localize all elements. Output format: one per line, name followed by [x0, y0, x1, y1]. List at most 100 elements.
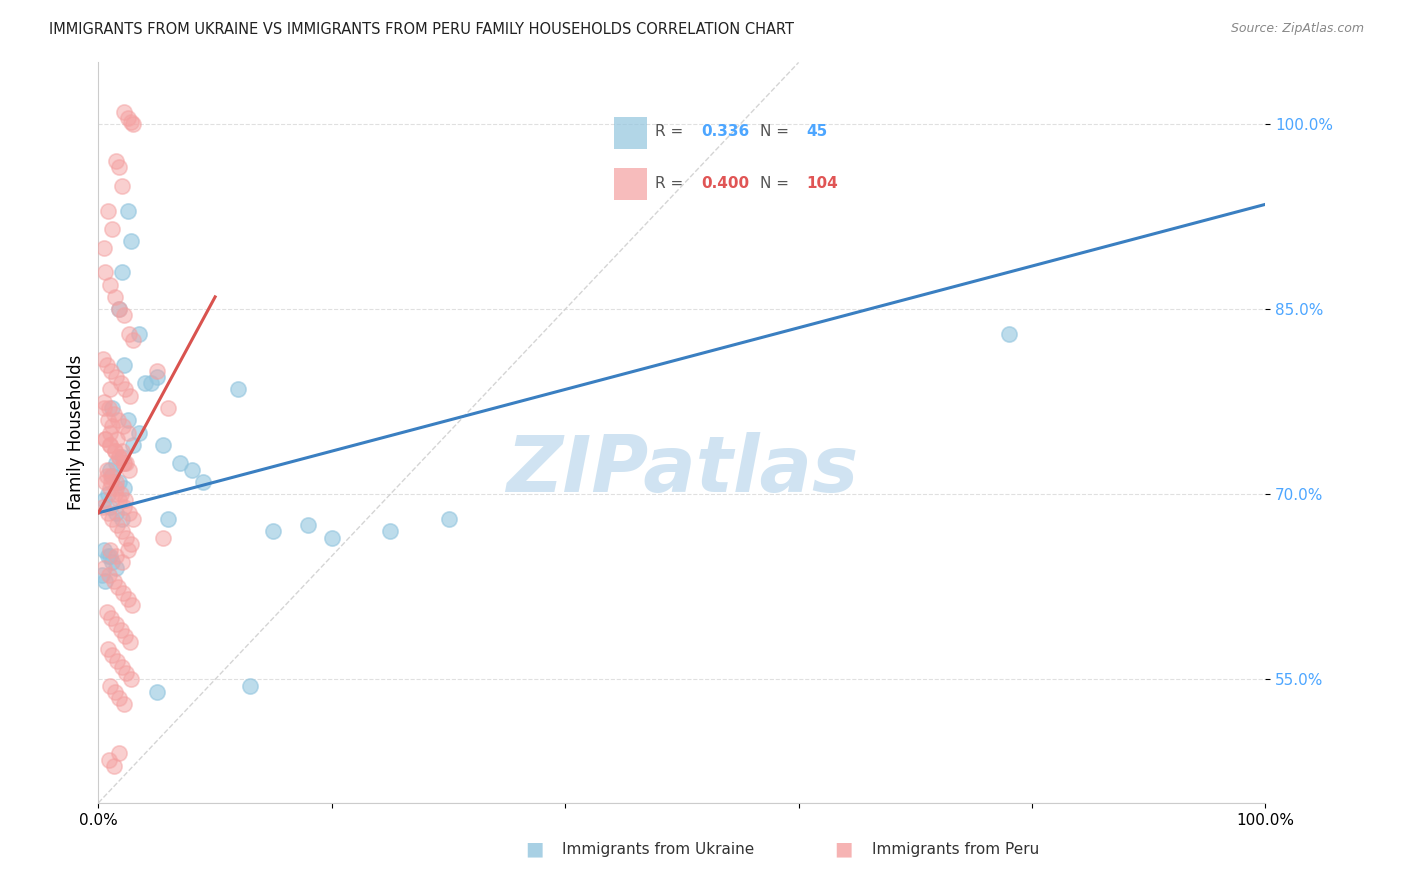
Immigrants from Peru: [112, 697, 135, 711]
Immigrants from Peru: [122, 512, 145, 526]
Immigrants from Peru: [100, 468, 122, 483]
Immigrants from Peru: [91, 500, 114, 514]
Immigrants from Peru: [105, 432, 128, 446]
Immigrants from Ukraine: [997, 326, 1019, 341]
Immigrants from Peru: [105, 518, 128, 533]
Immigrants from Peru: [98, 481, 121, 495]
Immigrants from Peru: [111, 178, 134, 193]
Immigrants from Peru: [93, 240, 115, 255]
Immigrants from Ukraine: [120, 235, 142, 249]
Immigrants from Peru: [122, 333, 145, 347]
Immigrants from Peru: [91, 351, 114, 366]
Immigrants from Ukraine: [169, 457, 191, 471]
Immigrants from Peru: [157, 401, 180, 415]
Immigrants from Peru: [118, 326, 141, 341]
Immigrants from Ukraine: [111, 512, 134, 526]
Immigrants from Peru: [112, 457, 135, 471]
Immigrants from Peru: [152, 531, 174, 545]
Immigrants from Peru: [105, 654, 128, 668]
Immigrants from Peru: [96, 468, 118, 483]
Immigrants from Peru: [94, 265, 117, 279]
Immigrants from Peru: [114, 629, 136, 643]
Immigrants from Peru: [108, 450, 131, 465]
Immigrants from Peru: [96, 462, 118, 476]
Immigrants from Peru: [107, 580, 129, 594]
Immigrants from Peru: [104, 444, 127, 458]
Immigrants from Ukraine: [112, 481, 135, 495]
Immigrants from Peru: [115, 666, 138, 681]
Text: ■: ■: [834, 839, 853, 859]
Immigrants from Peru: [101, 648, 124, 662]
Immigrants from Ukraine: [104, 506, 127, 520]
Immigrants from Peru: [98, 438, 121, 452]
Text: Immigrants from Ukraine: Immigrants from Ukraine: [562, 842, 755, 856]
Immigrants from Peru: [98, 277, 121, 292]
Immigrants from Ukraine: [321, 531, 343, 545]
Immigrants from Peru: [112, 104, 135, 119]
Immigrants from Peru: [101, 419, 124, 434]
Immigrants from Ukraine: [128, 326, 150, 341]
Immigrants from Peru: [111, 524, 134, 539]
Immigrants from Ukraine: [193, 475, 215, 489]
Immigrants from Peru: [108, 493, 131, 508]
Immigrants from Peru: [117, 425, 139, 440]
Immigrants from Peru: [104, 475, 127, 489]
Immigrants from Peru: [93, 394, 115, 409]
Immigrants from Peru: [111, 586, 134, 600]
Text: IMMIGRANTS FROM UKRAINE VS IMMIGRANTS FROM PERU FAMILY HOUSEHOLDS CORRELATION CH: IMMIGRANTS FROM UKRAINE VS IMMIGRANTS FR…: [49, 22, 794, 37]
Immigrants from Peru: [100, 610, 122, 624]
Immigrants from Ukraine: [437, 512, 460, 526]
Immigrants from Ukraine: [90, 567, 112, 582]
Immigrants from Ukraine: [111, 450, 134, 465]
Immigrants from Peru: [120, 114, 142, 128]
Immigrants from Ukraine: [104, 561, 127, 575]
Immigrants from Ukraine: [117, 413, 139, 427]
Immigrants from Ukraine: [111, 265, 134, 279]
Immigrants from Peru: [104, 684, 127, 698]
Immigrants from Peru: [104, 370, 127, 384]
Text: ZIPatlas: ZIPatlas: [506, 432, 858, 508]
Text: Immigrants from Peru: Immigrants from Peru: [872, 842, 1039, 856]
Immigrants from Peru: [115, 531, 138, 545]
Immigrants from Peru: [108, 690, 131, 705]
Immigrants from Peru: [104, 444, 127, 458]
Immigrants from Peru: [97, 567, 120, 582]
Immigrants from Peru: [108, 161, 131, 175]
Immigrants from Peru: [114, 383, 136, 397]
Immigrants from Ukraine: [93, 493, 115, 508]
Immigrants from Peru: [118, 635, 141, 649]
Immigrants from Peru: [98, 542, 121, 557]
Immigrants from Peru: [98, 425, 121, 440]
Immigrants from Peru: [104, 549, 127, 563]
Immigrants from Peru: [108, 302, 131, 317]
Immigrants from Ukraine: [122, 438, 145, 452]
Immigrants from Peru: [114, 493, 136, 508]
Immigrants from Peru: [122, 117, 145, 131]
Immigrants from Peru: [97, 753, 120, 767]
Immigrants from Ukraine: [128, 425, 150, 440]
Immigrants from Peru: [101, 512, 124, 526]
Immigrants from Peru: [115, 457, 138, 471]
Text: ■: ■: [524, 839, 544, 859]
Immigrants from Peru: [97, 641, 120, 656]
Immigrants from Peru: [104, 616, 127, 631]
Immigrants from Peru: [97, 401, 120, 415]
Immigrants from Peru: [110, 487, 132, 501]
Immigrants from Ukraine: [101, 468, 124, 483]
Immigrants from Ukraine: [93, 542, 115, 557]
Immigrants from Peru: [101, 222, 124, 236]
Immigrants from Peru: [112, 500, 135, 514]
Immigrants from Peru: [103, 574, 125, 588]
Immigrants from Peru: [94, 475, 117, 489]
Immigrants from Ukraine: [98, 462, 121, 476]
Immigrants from Peru: [111, 660, 134, 674]
Immigrants from Peru: [108, 450, 131, 465]
Immigrants from Peru: [103, 758, 125, 772]
Y-axis label: Family Households: Family Households: [66, 355, 84, 510]
Immigrants from Ukraine: [134, 376, 156, 391]
Immigrants from Peru: [104, 487, 127, 501]
Text: Source: ZipAtlas.com: Source: ZipAtlas.com: [1230, 22, 1364, 36]
Immigrants from Peru: [121, 599, 143, 613]
Immigrants from Peru: [98, 679, 121, 693]
Immigrants from Ukraine: [157, 512, 180, 526]
